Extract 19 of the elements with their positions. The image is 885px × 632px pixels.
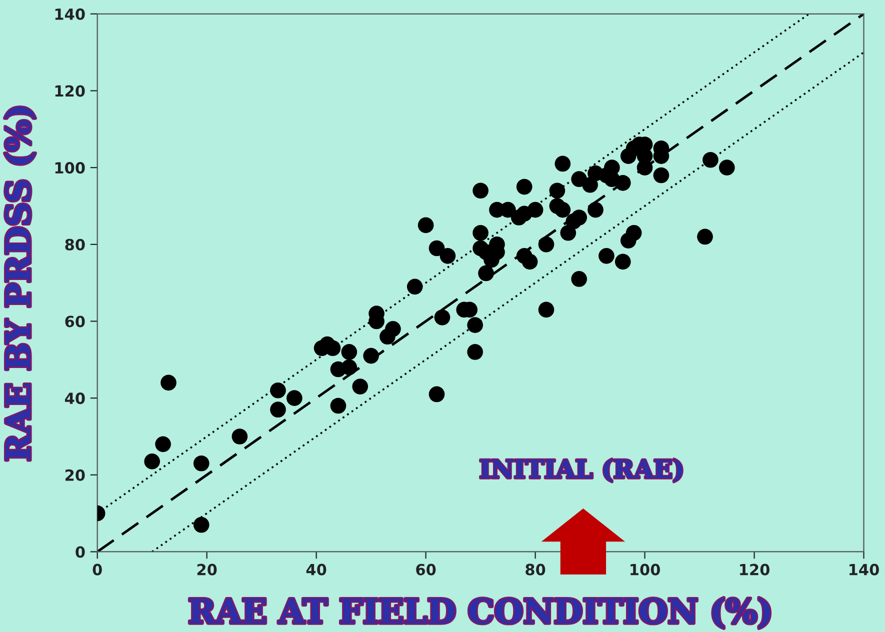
x-tick-label: 0 xyxy=(92,564,102,576)
x-tick-label: 60 xyxy=(416,564,436,576)
y-tick-label: 100 xyxy=(55,162,85,174)
y-tick-label: 80 xyxy=(65,238,85,250)
y-axis-title: RAE BY PRDSS (%) xyxy=(4,107,36,460)
x-tick-label: 100 xyxy=(630,564,660,576)
x-tick-label: 120 xyxy=(740,564,770,576)
x-tick-label: 140 xyxy=(850,564,879,576)
x-tick-label: 80 xyxy=(526,564,546,576)
y-tick-label: 20 xyxy=(65,469,85,481)
x-axis-title: RAE AT FIELD CONDITION (%) xyxy=(190,598,770,628)
x-tick-label: 20 xyxy=(197,564,217,576)
y-tick-label: 0 xyxy=(76,546,85,558)
x-tick-label: 40 xyxy=(306,564,326,576)
y-tick-label: 40 xyxy=(64,392,85,404)
y-tick-label: 140 xyxy=(55,8,85,20)
annotation: INITIAL (RAE) xyxy=(480,458,682,482)
y-tick-label: 60 xyxy=(65,316,85,328)
y-tick-label: 120 xyxy=(55,85,85,97)
